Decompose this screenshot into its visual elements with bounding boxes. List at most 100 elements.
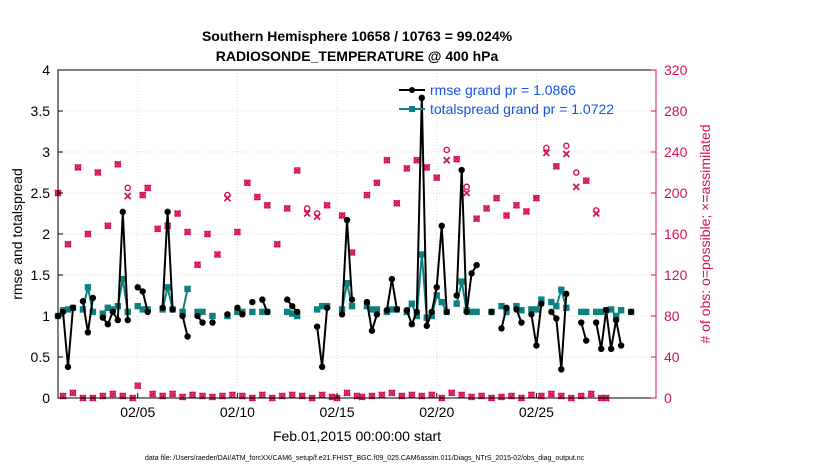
rmse-point: [64, 363, 72, 371]
obs-assimilated-stroke: [527, 391, 536, 399]
totalspread-point: [468, 308, 475, 316]
obs-assimilated-marker: [213, 250, 222, 259]
legend: rmse grand pr = 1.0866 totalspread grand…: [399, 82, 614, 117]
rmse-point: [139, 288, 146, 295]
obs-assimilated-stroke: [94, 168, 102, 177]
totalspread-point: [593, 308, 600, 316]
rmse-line: [316, 307, 329, 367]
obs-possible-marker: [144, 184, 151, 192]
obs-assimilated-stroke: [587, 390, 595, 398]
obs-assimilated-stroke: [592, 209, 600, 218]
rmse-point: [558, 366, 565, 373]
rmse-point: [498, 325, 505, 332]
obs-assimilated-marker: [552, 162, 560, 170]
obs-assimilated-marker: [203, 230, 212, 238]
obs-assimilated-marker: [453, 155, 461, 163]
y-left-tick-label: 1.5: [31, 267, 51, 283]
obs-possible-marker: [453, 155, 460, 163]
y-left-tick-label: 2: [42, 226, 50, 242]
obs-possible-marker: [558, 392, 565, 400]
y-axis-label-right: # of obs: o=possible; ×=assimilated: [697, 124, 713, 343]
rmse-point: [179, 312, 186, 320]
series-layer: [54, 94, 635, 402]
x-tick-label: 02/20: [419, 404, 454, 420]
obs-assimilated-marker: [258, 391, 266, 399]
obs-possible-marker: [553, 163, 560, 170]
totalspread-point: [89, 308, 97, 316]
totalspread-point: [553, 302, 560, 310]
rmse-point: [513, 306, 520, 313]
totalspread-point: [284, 308, 291, 316]
obs-assimilated-stroke: [522, 207, 531, 216]
obs-assimilated-marker: [408, 391, 416, 399]
obs-assimilated-stroke: [173, 209, 182, 218]
obs-assimilated-stroke: [408, 391, 416, 399]
obs-possible-marker: [273, 240, 281, 248]
obs-possible-marker: [64, 240, 72, 248]
obs-possible-marker: [159, 392, 166, 400]
obs-assimilated-stroke: [378, 391, 386, 399]
obs-assimilated-marker: [433, 173, 441, 182]
obs-possible-marker: [523, 208, 530, 215]
obs-assimilated-marker: [378, 391, 386, 399]
legend-rmse-marker: [409, 87, 415, 93]
obs-possible-marker: [104, 222, 112, 230]
obs-assimilated-marker: [388, 389, 396, 397]
y-right-tick-label: 80: [664, 308, 680, 324]
x-tick-label: 02/25: [519, 404, 554, 420]
rmse-point: [159, 304, 166, 311]
x-tick-label: 02/15: [320, 404, 355, 420]
obs-assimilated-marker: [273, 240, 281, 248]
obs-possible-marker: [478, 392, 485, 400]
obs-assimilated-marker: [582, 177, 590, 185]
obs-assimilated-marker: [318, 391, 326, 399]
rmse-point: [458, 166, 465, 174]
obs-assimilated-marker: [512, 201, 521, 209]
rmse-point: [348, 296, 356, 303]
obs-assimilated-marker: [84, 230, 92, 238]
rmse-point: [194, 312, 201, 320]
obs-possible-marker: [263, 201, 271, 209]
totalspread-point: [259, 308, 266, 316]
rmse-point: [578, 319, 585, 326]
obs-assimilated-marker: [527, 391, 536, 399]
totalspread-point: [234, 308, 241, 316]
rmse-point: [393, 306, 401, 313]
totalspread-point: [99, 310, 107, 317]
obs-possible-marker: [343, 389, 351, 397]
rmse-point: [289, 302, 296, 310]
rmse-point: [413, 308, 420, 316]
obs-assimilated-marker: [208, 393, 217, 401]
obs-assimilated-marker: [74, 163, 82, 172]
rmse-point: [443, 308, 450, 316]
obs-assimilated-marker: [363, 191, 371, 199]
x-tick-label: 02/10: [220, 404, 255, 420]
obs-assimilated-marker: [288, 391, 296, 399]
rmse-point: [164, 208, 171, 216]
totalspread-point: [428, 312, 435, 320]
obs-assimilated-marker: [358, 393, 366, 401]
obs-assimilated-stroke: [492, 194, 501, 202]
obs-possible-marker: [244, 179, 251, 187]
obs-possible-marker: [543, 144, 550, 152]
totalspread-point: [79, 306, 87, 313]
obs-possible-marker: [388, 389, 396, 397]
obs-assimilated-stroke: [283, 204, 291, 213]
totalspread-point: [513, 302, 520, 310]
x-tick-label: 02/05: [120, 404, 155, 420]
obs-assimilated-stroke: [363, 191, 371, 199]
obs-assimilated-stroke: [203, 230, 212, 238]
y-right-tick-label: 0: [664, 390, 672, 406]
rmse-point: [313, 323, 321, 330]
obs-assimilated-stroke: [263, 201, 271, 209]
footnote: data file: /Users/raeder/DAI/ATM_forcXX/…: [145, 455, 585, 462]
rmse-point: [89, 294, 97, 302]
obs-assimilated-stroke: [168, 390, 177, 398]
rmse-line: [405, 97, 448, 327]
rmse-point: [388, 275, 396, 283]
obs-assimilated-marker: [423, 163, 431, 172]
obs-possible-marker: [493, 194, 500, 202]
obs-assimilated-marker: [393, 199, 401, 207]
y-axis-right: 0 40 80 120 160 200 240 280 320: [651, 62, 688, 406]
rmse-point: [463, 308, 470, 316]
